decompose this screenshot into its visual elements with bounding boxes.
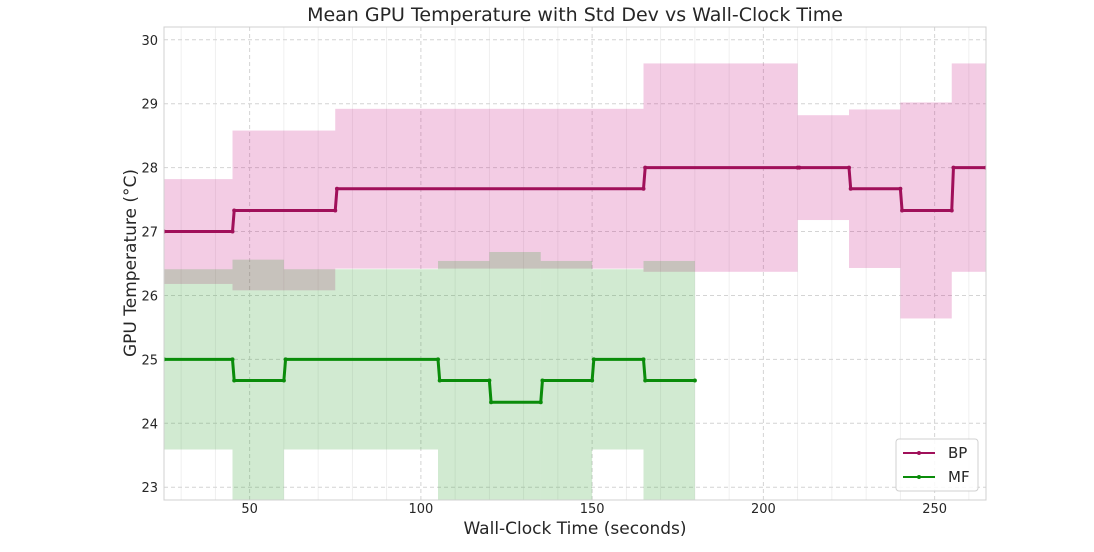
bp-marker xyxy=(949,208,954,213)
mf-marker xyxy=(232,378,237,383)
mf-marker xyxy=(641,357,646,362)
y-axis-label: GPU Temperature (°C) xyxy=(121,169,141,357)
bp-marker xyxy=(951,165,956,170)
mf-marker xyxy=(590,378,595,383)
y-tick-label: 28 xyxy=(141,162,158,177)
legend-mf-label: MF xyxy=(948,468,970,486)
bp-marker xyxy=(333,208,338,213)
legend: BP MF xyxy=(895,438,979,492)
x-tick-label: 100 xyxy=(408,502,433,517)
mf-marker xyxy=(487,378,492,383)
legend-mf-marker xyxy=(917,475,921,479)
bp-marker xyxy=(898,186,903,191)
std-bands xyxy=(164,63,986,500)
x-tick-label: 250 xyxy=(922,502,947,517)
bp-marker xyxy=(900,208,905,213)
mf-marker xyxy=(281,378,286,383)
bp-marker xyxy=(797,165,802,170)
x-tick-label: 150 xyxy=(580,502,605,517)
mf-marker xyxy=(643,378,648,383)
chart-title: Mean GPU Temperature with Std Dev vs Wal… xyxy=(307,4,843,26)
mf-marker xyxy=(283,357,288,362)
y-tick-label: 25 xyxy=(141,353,158,368)
plot-frame xyxy=(163,26,987,501)
bp-marker xyxy=(232,208,237,213)
mf-std-band xyxy=(489,251,541,500)
bp-marker xyxy=(643,165,648,170)
mf-marker xyxy=(591,357,596,362)
x-tick-label: 200 xyxy=(751,502,776,517)
mf-marker xyxy=(538,400,543,405)
legend-bp-marker xyxy=(917,451,921,455)
y-tick-label: 30 xyxy=(141,34,158,49)
y-tick-label: 26 xyxy=(141,289,158,304)
bp-marker xyxy=(230,229,235,234)
y-tick-label: 23 xyxy=(141,481,158,496)
mf-marker xyxy=(437,378,442,383)
legend-bp-label: BP xyxy=(948,444,967,462)
mf-mean-line xyxy=(164,357,695,404)
y-tick-label: 29 xyxy=(141,98,158,113)
mf-marker xyxy=(230,357,235,362)
mean-lines xyxy=(164,165,986,405)
bp-marker xyxy=(641,186,646,191)
mf-marker xyxy=(436,357,440,362)
y-tick-label: 24 xyxy=(141,417,158,432)
y-tick-label: 27 xyxy=(141,226,158,241)
x-tick-label: 50 xyxy=(241,502,258,517)
mf-marker xyxy=(540,378,545,383)
mf-marker xyxy=(489,400,494,405)
bp-marker xyxy=(847,165,851,170)
mf-marker xyxy=(692,378,697,383)
x-axis-label: Wall-Clock Time (seconds) xyxy=(463,519,686,539)
ticks: 50 100 150 200 250 23 24 25 26 27 28 29 30 xyxy=(141,34,947,517)
bp-marker xyxy=(848,186,853,191)
bp-marker xyxy=(334,186,339,191)
